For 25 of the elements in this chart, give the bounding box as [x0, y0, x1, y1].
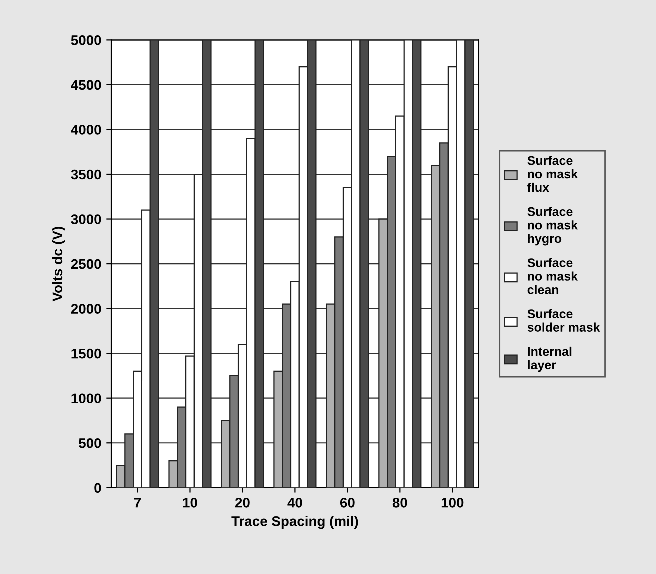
- y-axis-title: Volts dc (V): [52, 227, 66, 302]
- legend-label: Surface no mask clean: [528, 258, 578, 294]
- x-tick-label: 80: [392, 498, 408, 508]
- y-tick-label: 5000: [71, 36, 102, 46]
- x-tick-label: 7: [134, 498, 142, 508]
- y-tick-label: 4000: [71, 125, 102, 135]
- legend-label: Surface no mask flux: [528, 156, 578, 192]
- y-tick-label: 2000: [71, 304, 102, 314]
- x-tick-label: 100: [442, 498, 464, 508]
- legend-label: Internal layer: [528, 346, 572, 372]
- x-tick-label: 20: [235, 498, 250, 508]
- y-tick-label: 0: [94, 483, 102, 494]
- x-axis-title: Trace Spacing (mil): [232, 516, 358, 530]
- y-tick-label: 4500: [71, 80, 102, 90]
- x-tick-label: 40: [288, 498, 302, 508]
- y-tick-label: 3000: [71, 214, 102, 224]
- x-tick-label: 60: [340, 498, 355, 508]
- legend-label: Surface solder mask: [528, 309, 600, 332]
- legend-label: Surface no mask hygro: [528, 207, 578, 246]
- y-tick-label: 1000: [72, 394, 102, 404]
- x-tick-label: 10: [183, 498, 198, 508]
- y-tick-label: 1500: [72, 348, 102, 359]
- y-tick-label: 500: [79, 438, 102, 448]
- y-tick-label: 3500: [71, 170, 102, 180]
- y-tick-label: 2500: [71, 259, 102, 270]
